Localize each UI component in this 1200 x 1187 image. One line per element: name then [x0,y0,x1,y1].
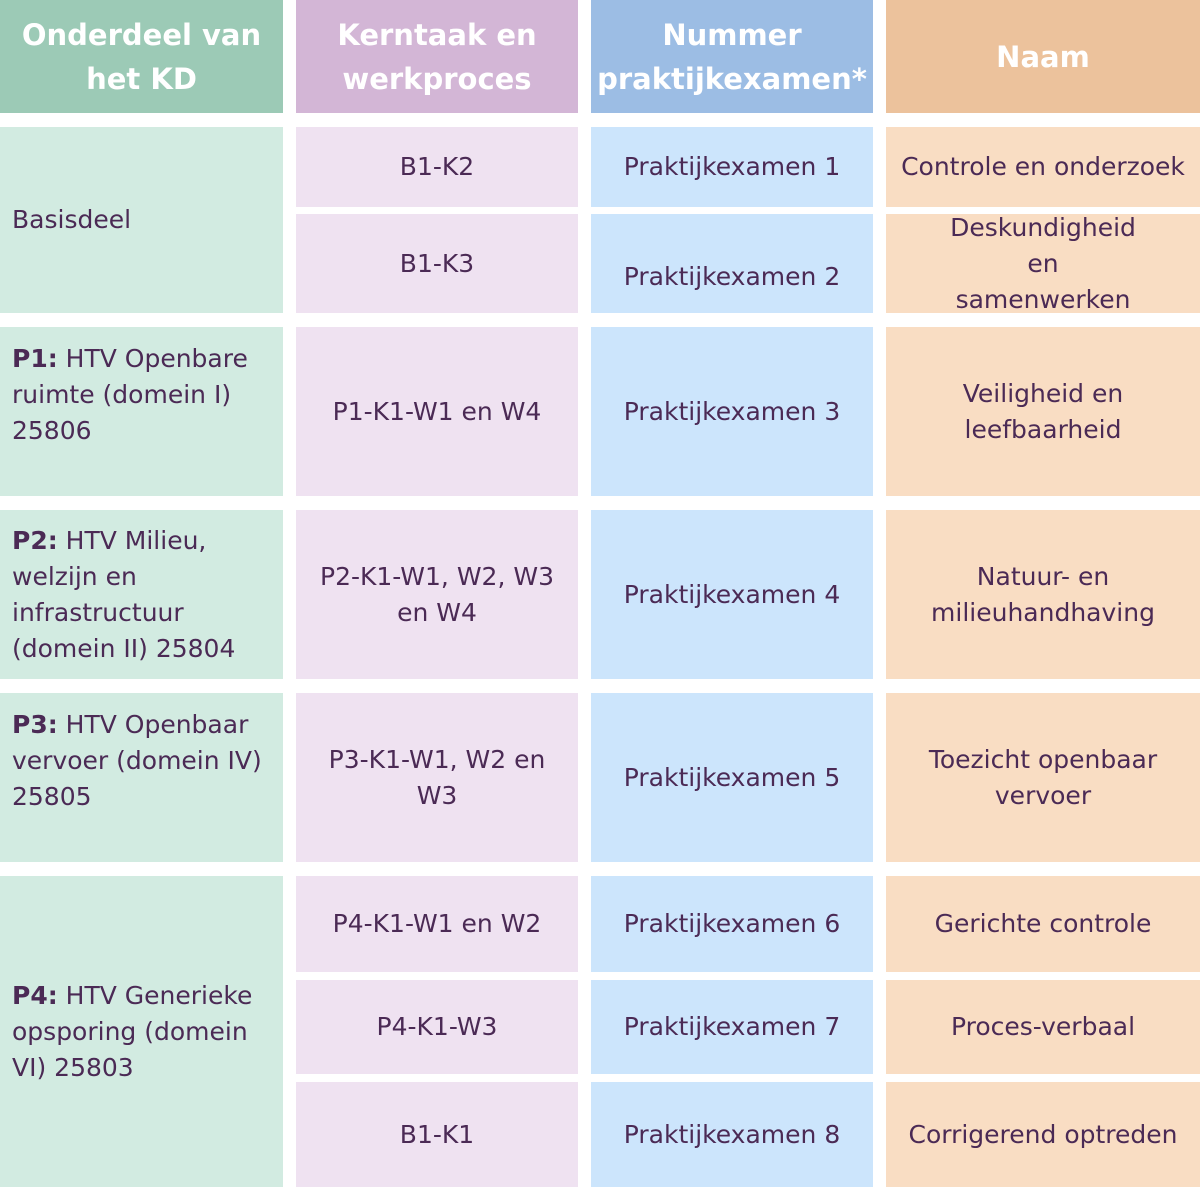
kerntaak-cell: P4-K1-W1 en W2 [296,876,578,972]
kerntaak-cell: B1-K1 [296,1082,578,1187]
naam-cell: Toezicht openbaar vervoer [886,693,1200,862]
nummer-text: Praktijkexamen 4 [623,579,841,609]
header-onderdeel-label: Onderdeel van het KD [21,17,262,96]
naam-cell: Deskundigheid en samenwerken [886,213,1200,314]
naam-text: Deskundigheid en samenwerken [950,212,1136,314]
kerntaak-text: B1-K2 [399,152,475,181]
group-label: P2: HTV Milieu, welzijn en infrastructuu… [12,525,236,663]
kerntaak-cell: P2-K1-W1, W2, W3 en W4 [296,510,578,679]
header-onderdeel: Onderdeel van het KD [0,0,283,113]
header-kerntaak-label: Kerntaak en werkproces [337,17,537,96]
kerntaak-cell: P3-K1-W1, W2 en W3 [296,693,578,862]
kerntaak-text: P4-K1-W1 en W2 [332,909,542,938]
naam-cell: Veiligheid en leefbaarheid [886,327,1200,496]
kerntaak-cell: P4-K1-W3 [296,980,578,1074]
naam-text: Natuur- en milieuhandhaving [931,561,1155,627]
group-basisdeel: Basisdeel [0,127,283,313]
kerntaak-text: B1-K3 [399,248,475,278]
group-p2: P2: HTV Milieu, welzijn en infrastructuu… [0,510,283,679]
nummer-cell: Praktijkexamen 1 [591,127,873,207]
naam-text: Proces-verbaal [950,1012,1136,1041]
kerntaak-text: P1-K1-W1 en W4 [332,396,542,426]
kerntaak-text: B1-K1 [399,1119,475,1149]
header-kerntaak: Kerntaak en werkproces [296,0,578,113]
naam-cell: Proces-verbaal [886,980,1200,1074]
naam-text: Gerichte controle [934,909,1152,938]
kerntaak-cell: B1-K2 [296,127,578,207]
nummer-cell: Praktijkexamen 2 [591,214,873,313]
naam-text: Toezicht openbaar vervoer [928,744,1158,810]
group-p3: P3: HTV Openbaar vervoer (domein IV) 258… [0,693,283,862]
nummer-cell: Praktijkexamen 8 [591,1082,873,1187]
naam-text: Controle en onderzoek [901,152,1185,181]
group-label: P4: HTV Generieke opsporing (domein VI) … [12,980,253,1082]
naam-cell: Controle en onderzoek [886,127,1200,207]
nummer-cell: Praktijkexamen 3 [591,327,873,496]
nummer-text: Praktijkexamen 6 [623,909,841,938]
kerntaak-cell: B1-K3 [296,214,578,313]
group-label: P3: HTV Openbaar vervoer (domein IV) 258… [12,710,262,811]
naam-cell: Natuur- en milieuhandhaving [886,510,1200,679]
group-p1: P1: HTV Openbare ruimte (domein I) 25806 [0,327,283,496]
group-label: P1: HTV Openbare ruimte (domein I) 25806 [12,344,248,445]
kerntaak-cell: P1-K1-W1 en W4 [296,327,578,496]
nummer-cell: Praktijkexamen 7 [591,980,873,1074]
nummer-text: Praktijkexamen 7 [623,1012,841,1041]
header-naam-label: Naam [996,39,1090,74]
kerntaak-text: P4-K1-W3 [376,1012,498,1041]
header-naam: Naam [886,0,1200,113]
nummer-text: Praktijkexamen 3 [623,396,841,426]
naam-text: Veiligheid en leefbaarheid [962,378,1124,444]
naam-text: Corrigerend optreden [908,1119,1178,1149]
naam-cell: Corrigerend optreden [886,1082,1200,1187]
nummer-text: Praktijkexamen 5 [623,762,841,792]
nummer-cell: Praktijkexamen 5 [591,693,873,862]
naam-cell: Gerichte controle [886,876,1200,972]
header-nummer-label: Nummer praktijkexamen* [597,17,867,96]
group-label: Basisdeel [12,205,132,234]
kerntaak-text: P3-K1-W1, W2 en W3 [328,744,546,810]
header-nummer: Nummer praktijkexamen* [591,0,873,113]
nummer-cell: Praktijkexamen 4 [591,510,873,679]
nummer-cell: Praktijkexamen 6 [591,876,873,972]
nummer-text: Praktijkexamen 2 [623,262,841,291]
kerntaak-text: P2-K1-W1, W2, W3 en W4 [320,561,554,627]
group-p4: P4: HTV Generieke opsporing (domein VI) … [0,876,283,1187]
nummer-text: Praktijkexamen 8 [623,1119,841,1149]
nummer-text: Praktijkexamen 1 [623,152,841,181]
